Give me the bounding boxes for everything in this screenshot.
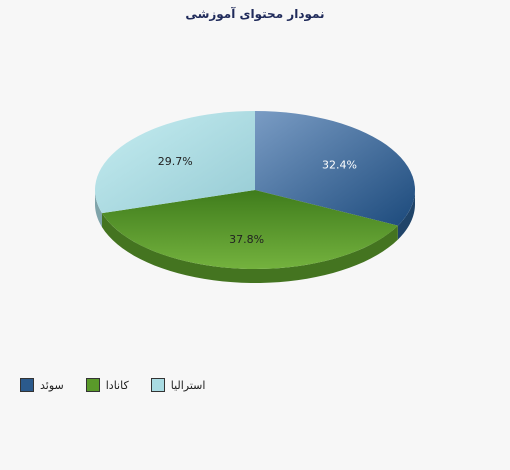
pie-labels: 32.4% 37.8% 29.7% xyxy=(158,155,357,246)
legend-swatch xyxy=(150,378,165,392)
legend-item: کانادا xyxy=(85,378,129,392)
legend-label: کانادا xyxy=(105,378,129,392)
legend-swatch xyxy=(20,378,34,392)
slice-value-label: 32.4% xyxy=(322,158,357,171)
legend-label: سوئد xyxy=(40,378,64,392)
pie-slice-2[interactable] xyxy=(94,111,255,214)
pie-slice-1[interactable] xyxy=(102,190,398,270)
legend-swatch xyxy=(85,378,100,392)
pie-side-1 xyxy=(102,213,398,283)
chart-title: نمودار محتوای آموزشی xyxy=(185,7,325,21)
slice-value-label: 37.8% xyxy=(229,233,264,246)
pie-sides xyxy=(95,190,415,283)
legend-label: استرالیا xyxy=(170,378,206,392)
pie-tops xyxy=(94,111,416,270)
pie-slice-0[interactable] xyxy=(255,111,416,226)
pie-side-2 xyxy=(95,190,103,228)
slice-value-label: 29.7% xyxy=(158,155,193,168)
legend-item: سوئد xyxy=(20,378,64,392)
pie-side-0 xyxy=(397,190,415,240)
legend-item: استرالیا xyxy=(150,378,206,392)
legend: سوئد کانادا استرالیا xyxy=(20,378,227,392)
